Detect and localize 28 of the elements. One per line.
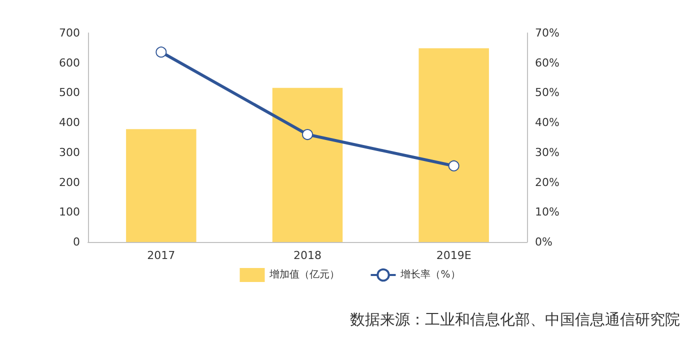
bar: [272, 88, 343, 242]
y2-tick-label: 40%: [535, 116, 560, 130]
y-tick-label: 700: [59, 26, 80, 40]
point: [156, 46, 167, 58]
y2-tick-label: 70%: [535, 26, 560, 40]
legend-label: 增长率（%）: [400, 268, 460, 280]
y2-tick-label: 30%: [535, 146, 560, 159]
point: [448, 160, 460, 172]
y-tick-label: 100: [59, 206, 80, 219]
legend-label: 增加值（亿元）: [268, 268, 340, 280]
y-tick-label: 200: [59, 176, 80, 189]
y-tick-label: 500: [59, 86, 80, 100]
bar: [126, 129, 196, 242]
x-tick-label: 2017: [147, 249, 176, 262]
point: [302, 129, 313, 140]
x-tick-label: 2019E: [436, 249, 472, 262]
y2-tick-label: 0%: [535, 236, 552, 248]
y-tick-label: 400: [59, 116, 80, 130]
y-tick-label: 300: [59, 146, 80, 159]
y2-tick-label: 50%: [535, 86, 560, 100]
y2-tick-label: 20%: [535, 176, 560, 189]
y2-tick-label: 60%: [535, 56, 560, 70]
y-tick-label: 600: [59, 56, 80, 70]
y-tick-label: 0: [73, 236, 80, 248]
y2-tick-label: 10%: [535, 206, 560, 219]
source-note: 数据来源：工业和信息化部、中国信息通信研究院: [350, 310, 680, 328]
x-tick-label: 2018: [294, 249, 322, 262]
bar: [418, 48, 489, 242]
